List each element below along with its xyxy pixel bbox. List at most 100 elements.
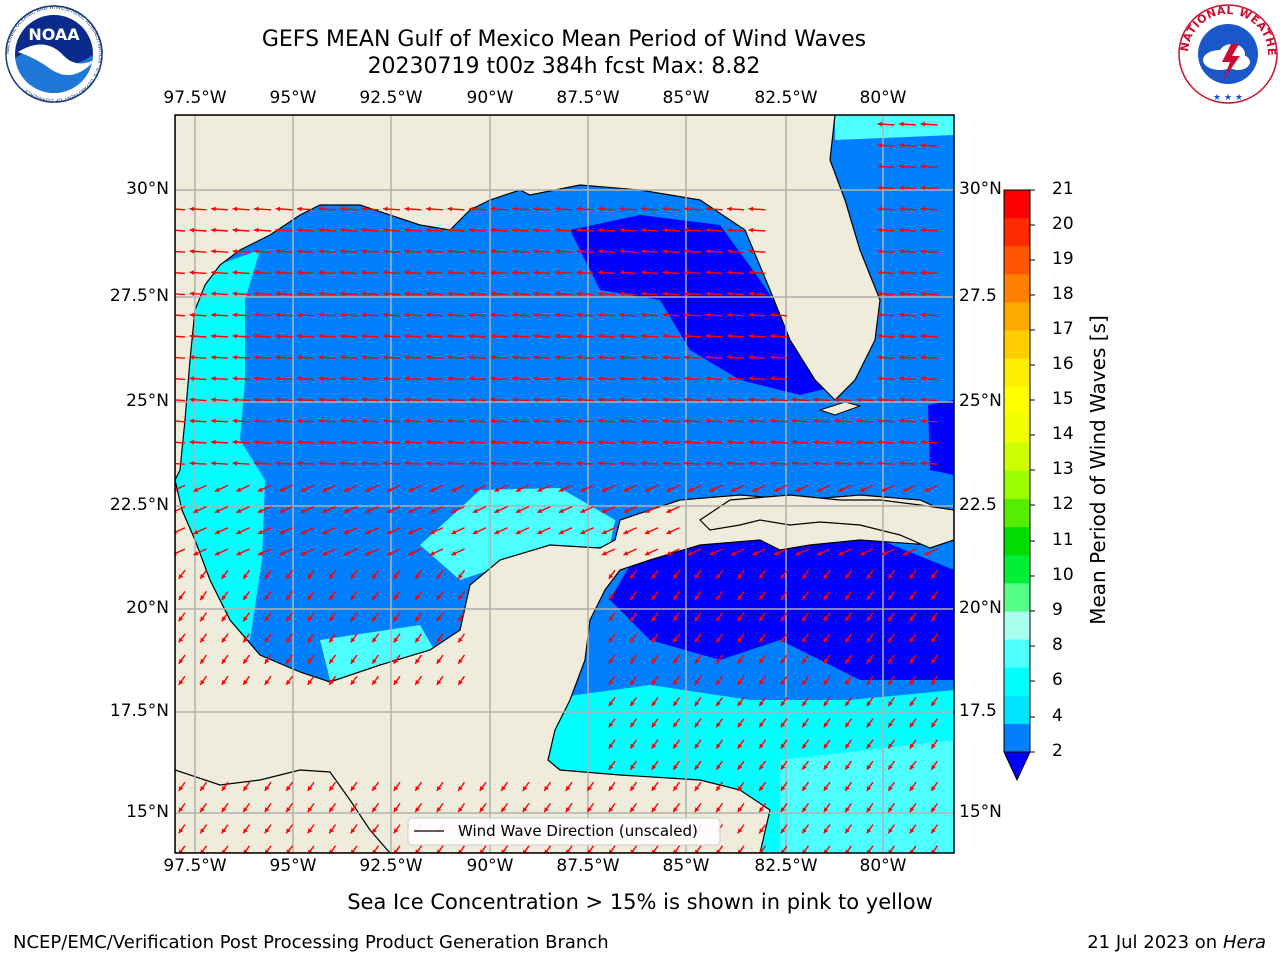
wave-arrow-head <box>404 418 410 424</box>
wave-arrow-head <box>350 785 356 791</box>
wave-arrow-head <box>329 658 334 664</box>
wave-arrow-head <box>264 785 270 791</box>
wave-arrow-head <box>673 637 678 643</box>
wave-arrow-head <box>673 764 678 770</box>
wave-arrow-head <box>415 807 420 813</box>
wave-arrow-head <box>598 312 603 318</box>
wave-arrow-head <box>189 376 195 381</box>
wave-arrow-head <box>737 573 743 579</box>
colorbar-tick-label: 13 <box>1052 459 1074 479</box>
wave-arrow-head <box>340 460 345 466</box>
wave-arrow-head <box>275 333 281 339</box>
wave-arrow-head <box>580 508 586 513</box>
wave-arrow-head <box>694 573 700 579</box>
wave-arrow-head <box>490 418 496 424</box>
colorbar-tick-label: 12 <box>1052 494 1074 514</box>
wave-arrow-head <box>350 807 356 813</box>
wave-arrow-head <box>426 206 431 212</box>
wave-arrow-head <box>361 312 367 318</box>
wave-arrow-head <box>644 508 650 513</box>
wave-arrow-head <box>909 849 915 853</box>
wave-arrow-head <box>537 508 543 513</box>
footer-machine: Hera <box>1222 932 1266 953</box>
wave-arrow-head <box>254 418 259 424</box>
wave-arrow-head <box>888 658 893 664</box>
wave-arrow-head <box>866 828 872 834</box>
wave-arrow-head <box>383 397 388 403</box>
wave-arrow-head <box>845 679 850 685</box>
wave-arrow-head <box>931 573 936 579</box>
lon-label-top: 97.5°W <box>163 88 227 108</box>
wave-arrow-head <box>515 529 521 535</box>
wave-arrow-head <box>899 312 904 318</box>
wave-arrow-head <box>243 849 248 853</box>
wave-arrow-head <box>802 658 807 664</box>
wave-arrow-head <box>931 764 936 770</box>
wave-arrow-head <box>490 376 496 381</box>
wave-arrow-head <box>383 270 388 275</box>
wave-arrow-head <box>920 227 926 233</box>
wave-arrow-head <box>834 460 840 466</box>
wave-arrow-head <box>770 312 775 318</box>
wave-arrow-head <box>555 291 560 297</box>
wave-arrow-head <box>727 418 732 424</box>
graticule <box>175 115 954 853</box>
wave-arrow-head <box>286 637 291 643</box>
wave-arrow-head <box>651 595 657 601</box>
wave-arrow-head <box>737 595 743 601</box>
wave-arrow-head <box>236 529 242 535</box>
wave-arrow-head <box>641 376 646 381</box>
colorbar-band <box>1004 414 1030 444</box>
lat-label-left: 20°N <box>126 598 169 618</box>
wave-arrow-head <box>608 595 614 601</box>
wave-arrow-head <box>780 573 786 579</box>
wave-arrow-head <box>386 508 392 513</box>
wave-arrow-head <box>501 849 506 853</box>
wave-arrow <box>458 845 466 853</box>
wave-arrow-head <box>641 312 646 318</box>
wave-arrow-head <box>426 248 431 254</box>
wave-arrow-head <box>813 397 818 403</box>
wave-arrow-head <box>168 355 173 360</box>
wave-arrow-head <box>780 807 786 813</box>
wave-arrow-head <box>275 270 281 275</box>
wave-arrow-head <box>899 460 904 466</box>
wave-arrow-head <box>415 658 420 664</box>
wave-arrow-head <box>469 333 474 339</box>
wave-arrow-head <box>361 354 367 360</box>
wave-arrow-head <box>608 743 614 749</box>
wave-arrow-head <box>673 743 678 749</box>
lon-label-top: 85°W <box>662 88 710 108</box>
wave-arrow-head <box>232 354 238 360</box>
wave-arrow-head <box>307 828 313 834</box>
lon-label-top: 87.5°W <box>556 88 620 108</box>
wave-arrow-head <box>329 595 334 601</box>
wave-arrow <box>544 845 552 853</box>
colorbar-tick-label: 16 <box>1052 354 1074 374</box>
wave-arrow-head <box>469 248 474 254</box>
wave-arrow-head <box>641 227 646 233</box>
wave-arrow-head <box>920 142 926 148</box>
wave-arrow-head <box>555 227 560 233</box>
lon-label-top: 92.5°W <box>359 88 423 108</box>
wave-arrow-head <box>415 679 420 685</box>
wave-arrow-head <box>931 785 936 791</box>
colorbar-label: Mean Period of Wind Waves [s] <box>1086 315 1110 625</box>
wave-arrow-head <box>759 807 764 813</box>
wave-arrow-head <box>200 785 205 791</box>
wave-arrow-head <box>641 418 646 424</box>
wave-arrow-head <box>447 333 453 339</box>
wave-arrow-head <box>684 270 689 275</box>
wave-arrow-head <box>318 248 324 254</box>
wave-arrow-head <box>694 807 700 813</box>
wave-arrow-head <box>899 227 904 233</box>
wave-arrow <box>479 845 487 853</box>
wave-arrow-head <box>512 312 517 318</box>
lat-label-right: 20°N <box>959 598 1002 618</box>
wave-arrow-head <box>264 616 270 622</box>
wave-arrow-head <box>275 291 281 297</box>
wave-arrow-head <box>178 679 184 685</box>
wave-arrow-head <box>193 508 199 513</box>
wave-arrow-head <box>512 376 517 381</box>
wave-arrow-head <box>902 487 908 492</box>
